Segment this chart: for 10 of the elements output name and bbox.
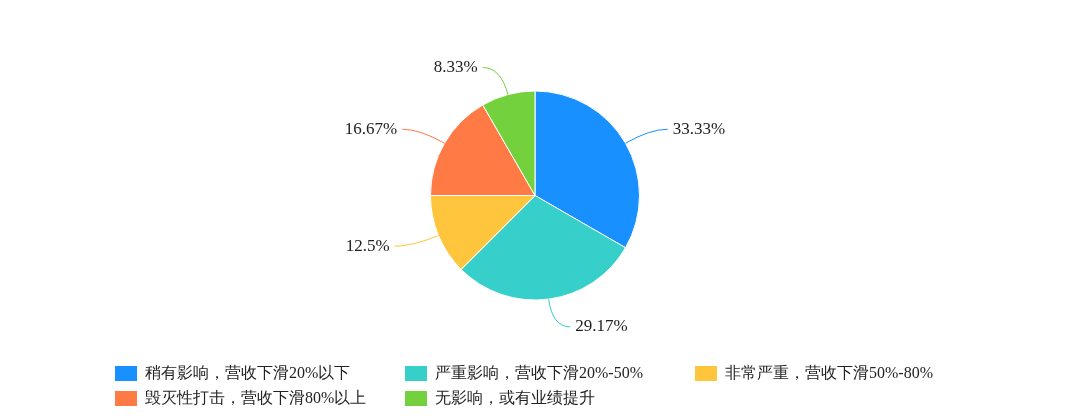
legend-label: 严重影响，营收下滑20%-50%: [435, 363, 643, 383]
data-label: 8.33%: [433, 56, 478, 76]
data-label: 16.67%: [344, 118, 398, 138]
legend-label: 非常严重，营收下滑50%-80%: [725, 363, 933, 383]
data-label: 12.5%: [345, 235, 390, 255]
legend-label: 稍有影响，营收下滑20%以下: [145, 363, 351, 383]
legend-label: 毁灭性打击，营收下滑80%以上: [145, 388, 367, 408]
legend-label: 无影响，或有业绩提升: [435, 388, 595, 408]
data-label: 33.33%: [672, 118, 726, 138]
data-label: 29.17%: [575, 316, 628, 336]
